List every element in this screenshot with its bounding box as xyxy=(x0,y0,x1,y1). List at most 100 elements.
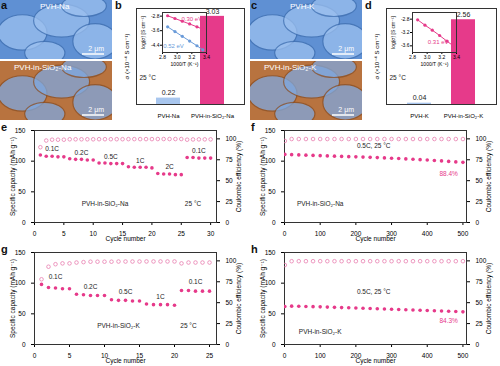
svg-text:100: 100 xyxy=(315,352,326,359)
svg-text:PVH-in-SiO₂-Na: PVH-in-SiO₂-Na xyxy=(82,200,129,207)
svg-text:0: 0 xyxy=(226,219,230,226)
svg-text:500: 500 xyxy=(458,352,469,359)
svg-text:0.30 eV: 0.30 eV xyxy=(181,16,202,22)
svg-text:PVH-K: PVH-K xyxy=(410,113,428,119)
svg-text:0: 0 xyxy=(283,352,287,359)
svg-text:50: 50 xyxy=(226,299,234,306)
svg-text:2C: 2C xyxy=(165,163,174,170)
svg-text:30: 30 xyxy=(207,230,215,237)
svg-text:3.2: 3.2 xyxy=(188,54,195,60)
svg-text:50: 50 xyxy=(476,299,484,306)
svg-text:400: 400 xyxy=(422,230,433,237)
svg-text:25 °C: 25 °C xyxy=(180,322,197,329)
svg-text:50: 50 xyxy=(18,188,26,195)
svg-text:0.5C: 0.5C xyxy=(104,153,118,160)
svg-text:84.3%: 84.3% xyxy=(439,317,458,324)
svg-text:500: 500 xyxy=(458,230,469,237)
svg-text:0.5C: 0.5C xyxy=(119,288,133,295)
svg-text:-3.6: -3.6 xyxy=(151,27,160,33)
svg-text:2.56: 2.56 xyxy=(457,11,471,18)
svg-text:PVH-in-SiO₂-Na: PVH-in-SiO₂-Na xyxy=(297,200,344,207)
svg-text:0: 0 xyxy=(33,352,37,359)
svg-text:1000/T (K⁻¹): 1000/T (K⁻¹) xyxy=(171,61,199,67)
svg-text:Specific capacity (mAh g⁻¹): Specific capacity (mAh g⁻¹) xyxy=(9,259,17,338)
svg-text:0: 0 xyxy=(272,219,276,226)
svg-text:Cycle number: Cycle number xyxy=(355,357,396,365)
svg-text:1000/T (K⁻¹): 1000/T (K⁻¹) xyxy=(421,61,449,67)
svg-text:100: 100 xyxy=(315,230,326,237)
svg-text:25: 25 xyxy=(206,352,214,359)
svg-text:5: 5 xyxy=(68,352,72,359)
svg-text:1C: 1C xyxy=(156,293,165,300)
svg-text:PVH-Na: PVH-Na xyxy=(157,113,180,119)
svg-text:Coulombic efficiency (%): Coulombic efficiency (%) xyxy=(235,263,243,334)
svg-text:-3.2: -3.2 xyxy=(401,29,410,35)
svg-text:100: 100 xyxy=(265,279,276,286)
svg-text:50: 50 xyxy=(268,310,276,317)
svg-text:100: 100 xyxy=(15,157,26,164)
svg-text:2.8: 2.8 xyxy=(409,54,416,60)
svg-text:150: 150 xyxy=(15,249,26,256)
svg-text:Cycle number: Cycle number xyxy=(105,357,146,365)
svg-text:0.1C: 0.1C xyxy=(192,147,206,154)
svg-text:150: 150 xyxy=(15,127,26,134)
svg-text:50: 50 xyxy=(18,310,26,317)
svg-text:0: 0 xyxy=(476,219,480,226)
svg-text:20: 20 xyxy=(148,230,156,237)
svg-text:75: 75 xyxy=(226,278,234,285)
svg-text:3.0: 3.0 xyxy=(424,54,431,60)
svg-text:50: 50 xyxy=(226,177,234,184)
svg-text:1C: 1C xyxy=(136,157,145,164)
svg-text:log(σ) [S cm⁻¹]: log(σ) [S cm⁻¹] xyxy=(390,15,396,49)
svg-text:0.1C: 0.1C xyxy=(189,278,203,285)
svg-text:σ (×10⁻⁴ S cm⁻¹): σ (×10⁻⁴ S cm⁻¹) xyxy=(374,34,380,80)
svg-text:Cycle number: Cycle number xyxy=(355,235,396,243)
svg-text:100: 100 xyxy=(265,157,276,164)
svg-text:Specific capacity (mAh g⁻¹): Specific capacity (mAh g⁻¹) xyxy=(259,137,267,216)
svg-text:PVH-in-SiO₂-K: PVH-in-SiO₂-K xyxy=(444,113,483,119)
svg-text:-3.6: -3.6 xyxy=(401,42,410,48)
svg-text:25 °C: 25 °C xyxy=(140,74,157,81)
svg-text:log(σ) [S cm⁻¹]: log(σ) [S cm⁻¹] xyxy=(140,15,146,49)
svg-text:0.52 eV: 0.52 eV xyxy=(163,43,184,49)
svg-text:0.22: 0.22 xyxy=(162,89,176,96)
svg-text:-2.8: -2.8 xyxy=(401,16,410,22)
svg-text:150: 150 xyxy=(265,127,276,134)
svg-text:75: 75 xyxy=(226,156,234,163)
svg-text:0: 0 xyxy=(283,230,287,237)
svg-text:0: 0 xyxy=(33,230,37,237)
svg-text:3.4: 3.4 xyxy=(453,54,460,60)
svg-text:Coulombic efficiency (%): Coulombic efficiency (%) xyxy=(485,141,493,212)
svg-text:0.1C: 0.1C xyxy=(45,145,59,152)
svg-text:20: 20 xyxy=(171,352,179,359)
svg-text:25: 25 xyxy=(226,320,234,327)
svg-text:PVH-in-SiO₂-K: PVH-in-SiO₂-K xyxy=(97,322,140,329)
svg-text:Specific capacity (mAh g⁻¹): Specific capacity (mAh g⁻¹) xyxy=(259,259,267,338)
svg-text:-2.8: -2.8 xyxy=(151,13,160,19)
svg-text:25: 25 xyxy=(226,198,234,205)
svg-text:100: 100 xyxy=(15,279,26,286)
svg-text:0.5C, 25 °C: 0.5C, 25 °C xyxy=(357,142,391,149)
svg-text:25 °C: 25 °C xyxy=(185,200,202,207)
svg-text:0: 0 xyxy=(22,341,26,348)
svg-text:5: 5 xyxy=(62,230,66,237)
svg-text:Coulombic efficiency (%): Coulombic efficiency (%) xyxy=(235,141,243,212)
svg-text:25: 25 xyxy=(476,320,484,327)
svg-text:Coulombic efficiency (%): Coulombic efficiency (%) xyxy=(485,263,493,334)
svg-text:3.03: 3.03 xyxy=(206,8,220,15)
svg-text:25: 25 xyxy=(178,230,186,237)
svg-text:50: 50 xyxy=(476,177,484,184)
svg-text:0: 0 xyxy=(272,341,276,348)
svg-text:10: 10 xyxy=(90,230,98,237)
svg-text:-4.4: -4.4 xyxy=(151,42,160,48)
svg-text:3.0: 3.0 xyxy=(174,54,181,60)
svg-text:0: 0 xyxy=(226,341,230,348)
svg-text:2.8: 2.8 xyxy=(159,54,166,60)
svg-text:3.4: 3.4 xyxy=(203,54,210,60)
svg-text:25: 25 xyxy=(476,198,484,205)
svg-text:150: 150 xyxy=(265,249,276,256)
svg-text:0: 0 xyxy=(22,219,26,226)
svg-text:0: 0 xyxy=(476,341,480,348)
svg-text:PVH-in-SiO₂-K: PVH-in-SiO₂-K xyxy=(299,328,342,335)
svg-text:75: 75 xyxy=(476,278,484,285)
